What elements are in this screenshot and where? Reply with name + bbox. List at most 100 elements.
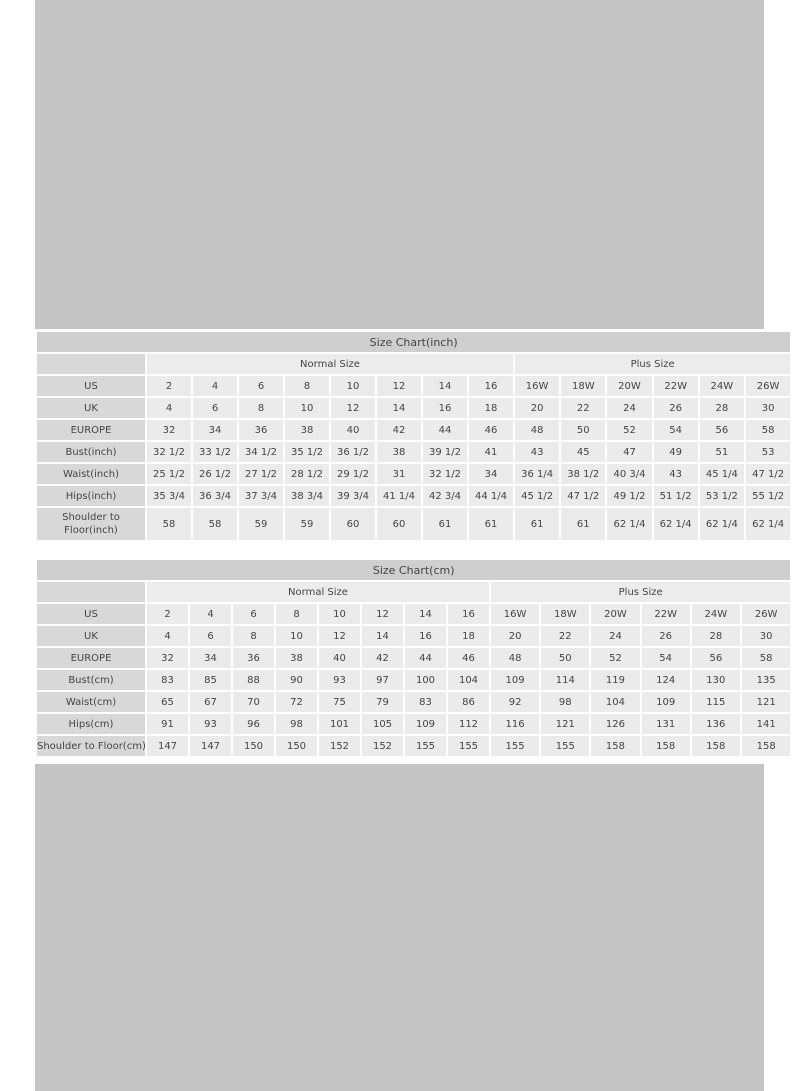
table-cell: 34 [469, 464, 513, 484]
table-cell: 155 [541, 736, 590, 756]
table-cell: 24 [607, 398, 652, 418]
table-cell: 56 [691, 648, 740, 668]
table-cell: 43 [653, 464, 698, 484]
table-cell: 22W [653, 376, 698, 396]
table-cell: 26W [741, 604, 791, 624]
table-cell: 24W [691, 604, 740, 624]
table-cell: 32 1/2 [147, 442, 191, 462]
row-label: Hips(inch) [37, 486, 145, 506]
table-cell: 72 [276, 692, 317, 712]
table-cell: 34 [190, 648, 231, 668]
table-cell: 44 [423, 420, 467, 440]
table-cell: 22 [541, 626, 590, 646]
group-normal-size: Normal Size [147, 582, 489, 602]
table-cell: 39 1/2 [423, 442, 467, 462]
table-cell: 36 1/4 [515, 464, 560, 484]
table-row: Shoulder to Floor(inch) 58 58 59 59 60 60 61 61 6… [37, 508, 791, 540]
table-cell: 96 [233, 714, 274, 734]
table-cell: 100 [405, 670, 446, 690]
table-cell: 93 [319, 670, 360, 690]
table-cell: 83 [405, 692, 446, 712]
table-cell: 12 [362, 604, 403, 624]
table-row: Bust(inch) 32 1/2 33 1/2 34 1/2 35 1/2 36 1/2… [37, 442, 791, 462]
table-cell: 53 1/2 [699, 486, 744, 506]
table-cell: 47 1/2 [561, 486, 606, 506]
table-cell: 54 [653, 420, 698, 440]
table-cell: 62 1/4 [653, 508, 698, 540]
table-cell: 14 [423, 376, 467, 396]
table-cell: 18W [561, 376, 606, 396]
table-cell: 18W [541, 604, 590, 624]
row-label: EUROPE [37, 420, 145, 440]
table-row: EUROPE 32 34 36 38 40 42 44 46 48 50 52 54 56 58 [37, 648, 791, 668]
table-cell: 62 1/4 [699, 508, 744, 540]
group-plus-size: Plus Size [515, 354, 791, 374]
table-cell: 155 [491, 736, 540, 756]
table-cell: 126 [591, 714, 640, 734]
table-cell: 16 [423, 398, 467, 418]
table-cell: 20 [515, 398, 560, 418]
table-cell: 97 [362, 670, 403, 690]
table-cell: 79 [362, 692, 403, 712]
table-cell: 37 3/4 [239, 486, 283, 506]
table-cell: 109 [491, 670, 540, 690]
row-label: Shoulder to Floor(cm) [37, 736, 145, 756]
table-cell: 98 [276, 714, 317, 734]
table-cell: 38 3/4 [285, 486, 329, 506]
table-row: Waist(inch) 25 1/2 26 1/2 27 1/2 28 1/2 29 1/… [37, 464, 791, 484]
table-cell: 101 [319, 714, 360, 734]
row-label: EUROPE [37, 648, 145, 668]
table-cell: 14 [362, 626, 403, 646]
row-label: US [37, 376, 145, 396]
table-cell: 12 [377, 376, 421, 396]
table-title: Size Chart(inch) [37, 332, 791, 352]
table-cell: 38 1/2 [561, 464, 606, 484]
table-cell: 158 [691, 736, 740, 756]
table-cell: 105 [362, 714, 403, 734]
table-cell: 109 [405, 714, 446, 734]
table-cell: 130 [691, 670, 740, 690]
table-cell: 155 [405, 736, 446, 756]
table-cell: 158 [591, 736, 640, 756]
table-cell: 131 [641, 714, 690, 734]
table-cell: 54 [641, 648, 690, 668]
table-cell: 40 3/4 [607, 464, 652, 484]
table-cell: 34 1/2 [239, 442, 283, 462]
table-cell: 45 1/2 [515, 486, 560, 506]
table-cell: 52 [591, 648, 640, 668]
table-cell: 58 [147, 508, 191, 540]
table-row: Bust(cm) 83 85 88 90 93 97 100 104 109 114 119 124 13… [37, 670, 791, 690]
table-cell: 85 [190, 670, 231, 690]
table-cell: 51 [699, 442, 744, 462]
table-cell: 90 [276, 670, 317, 690]
table-cell: 45 [561, 442, 606, 462]
table-cell: 16 [448, 604, 489, 624]
table-cell: 36 1/2 [331, 442, 375, 462]
table-cell: 39 3/4 [331, 486, 375, 506]
table-cell: 24 [591, 626, 640, 646]
table-cell: 45 1/4 [699, 464, 744, 484]
table-cell: 6 [239, 376, 283, 396]
table-cell: 48 [491, 648, 540, 668]
table-cell: 10 [331, 376, 375, 396]
table-cell: 10 [276, 626, 317, 646]
size-chart-inch-table: Size Chart(inch) Normal Size Plus Size US 2 4… [35, 330, 792, 542]
table-cell: 4 [193, 376, 237, 396]
table-row: US 2 4 6 8 10 12 14 16 16W 18W 20W 22W 24W 26W [37, 376, 791, 396]
table-cell: 18 [448, 626, 489, 646]
table-cell: 35 3/4 [147, 486, 191, 506]
table-cell: 38 [377, 442, 421, 462]
table-cell: 36 3/4 [193, 486, 237, 506]
table-cell: 26 [641, 626, 690, 646]
row-label: Bust(cm) [37, 670, 145, 690]
table-cell: 147 [147, 736, 188, 756]
table-cell: 61 [561, 508, 606, 540]
table-cell: 26W [745, 376, 791, 396]
size-chart-cm-table: Size Chart(cm) Normal Size Plus Size US 2 4 6 8… [35, 558, 792, 758]
table-cell: 14 [405, 604, 446, 624]
table-cell: 32 [147, 648, 188, 668]
table-cell: 12 [331, 398, 375, 418]
table-cell: 32 [147, 420, 191, 440]
table-cell: 40 [319, 648, 360, 668]
table-cell: 62 1/4 [745, 508, 791, 540]
